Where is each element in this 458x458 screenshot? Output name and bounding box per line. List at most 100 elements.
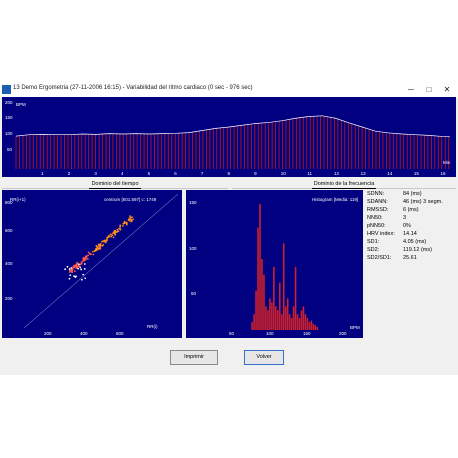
scatter-point	[123, 222, 126, 225]
scatter-point	[83, 259, 86, 262]
hrv-statistics: SDNN: 84 (ms) SDANN: 46 (ms) 3 segm. RMSSD…	[364, 190, 456, 338]
histogram-bar	[302, 306, 305, 330]
scatter-point	[68, 268, 71, 270]
scatter-point	[118, 227, 121, 230]
scatter-point	[88, 252, 91, 255]
top-x-tick: 5	[148, 171, 151, 176]
scatter-point	[83, 263, 86, 265]
scatter-x-tick: 200	[44, 331, 52, 336]
scatter-y-tick: 200	[5, 296, 13, 301]
histogram-bar	[255, 290, 257, 330]
histogram-bar	[271, 302, 273, 330]
scatter-point	[114, 233, 117, 236]
stat-key: RMSSD:	[367, 207, 389, 213]
scatter-point	[131, 216, 133, 219]
title-bar: 13 Demo Ergometria (27-11-2006 16:15) - …	[0, 82, 458, 98]
stat-key: SD2/SD1:	[367, 255, 392, 261]
scatter-point	[126, 223, 128, 226]
scatter-point	[103, 240, 106, 243]
stat-key: HRV index:	[367, 231, 395, 237]
top-y-tick: 150	[5, 115, 13, 120]
scatter-point	[92, 253, 95, 256]
scatter-point	[84, 258, 87, 261]
print-button[interactable]: Imprimir	[170, 350, 218, 365]
histogram-bar	[298, 318, 301, 330]
scatter-point	[74, 276, 77, 278]
scatter-point	[69, 274, 72, 277]
histogram-bar	[316, 326, 319, 330]
scatter-point	[77, 265, 80, 267]
scatter-point	[80, 262, 83, 265]
scatter-point	[73, 275, 76, 278]
scatter-point	[87, 254, 90, 257]
histogram-bar	[269, 298, 271, 330]
top-x-tick: 4	[121, 171, 124, 176]
freq-domain-header[interactable]: Dominio de la frecuencia	[232, 180, 456, 189]
scatter-point	[66, 265, 69, 268]
close-button[interactable]: ✕	[443, 85, 451, 94]
scatter-point	[83, 267, 86, 270]
top-x-tick: 11	[307, 171, 312, 176]
histogram-y-tick: 100	[189, 246, 197, 251]
histogram-bar	[267, 310, 269, 330]
top-x-tick: 2	[68, 171, 71, 176]
minimize-button[interactable]: ─	[408, 85, 414, 94]
stat-value: 0%	[403, 223, 411, 229]
scatter-point	[107, 236, 110, 239]
scatter-point	[106, 238, 108, 241]
top-x-tick: 7	[201, 171, 204, 176]
scatter-point	[105, 239, 107, 242]
stat-key: SDNN:	[367, 191, 385, 197]
scatter-info: centrum [501.597] c: 1749	[104, 197, 157, 202]
back-button[interactable]: Volver	[244, 350, 284, 365]
histogram-bar	[280, 314, 283, 330]
scatter-point	[128, 218, 131, 221]
scatter-x-label: RR(i)	[147, 324, 158, 329]
stat-value: 6 (ms)	[403, 207, 419, 213]
scatter-point	[91, 250, 94, 253]
top-x-tick: 6	[174, 171, 177, 176]
scatter-point	[104, 241, 107, 244]
scatter-point	[71, 269, 74, 272]
top-x-tick: 16	[441, 171, 447, 176]
stat-value: 4.05 (ms)	[403, 239, 427, 245]
trend-line	[15, 115, 451, 138]
time-domain-title: Dominio del tiempo	[89, 181, 141, 189]
histogram-bar	[304, 314, 307, 330]
scatter-point	[80, 278, 83, 281]
histogram-bar	[275, 306, 277, 330]
scatter-y-label: RR(i+1)	[10, 197, 26, 202]
histogram-bar	[253, 314, 255, 330]
histogram-bar	[306, 318, 309, 330]
top-x-unit: Min	[443, 160, 451, 165]
heart-rate-trend-chart: BPM 200 150 100 50 Min 1 2 3 4 5 6 7 8 9 10 11 12 13…	[2, 97, 456, 177]
histogram-x-unit: BPM	[350, 325, 360, 330]
scatter-point	[111, 234, 114, 237]
scatter-point	[96, 247, 99, 249]
histogram-bar	[261, 259, 263, 330]
histogram-bar	[257, 227, 259, 330]
stat-key: SD1:	[367, 239, 380, 245]
histogram-bar	[263, 274, 265, 330]
histogram-bar	[265, 306, 267, 330]
scatter-point	[121, 224, 124, 227]
stat-key: NN50:	[367, 215, 383, 221]
top-x-tick: 1	[41, 171, 44, 176]
scatter-point	[90, 253, 92, 256]
scatter-point	[79, 266, 82, 269]
scatter-point	[70, 267, 73, 269]
scatter-point	[101, 240, 103, 243]
scatter-point	[77, 267, 80, 270]
scatter-point	[78, 263, 80, 266]
histogram-bar	[300, 310, 303, 330]
histogram-bar	[292, 306, 295, 330]
top-y-tick: 50	[7, 147, 13, 152]
histogram-bar	[288, 314, 291, 330]
app-icon	[2, 85, 11, 94]
time-domain-header[interactable]: Dominio del tiempo	[2, 180, 228, 189]
top-y-unit: BPM	[16, 102, 26, 107]
scatter-point	[119, 224, 122, 227]
scatter-point	[132, 218, 134, 221]
maximize-button[interactable]: □	[426, 85, 432, 94]
stat-value: 14.14	[403, 231, 417, 237]
